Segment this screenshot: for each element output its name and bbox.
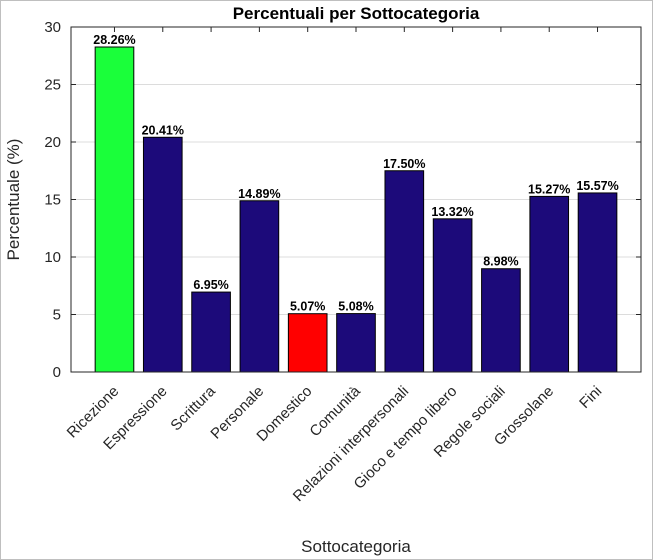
x-axis-label: Sottocategoria <box>301 537 411 556</box>
data-label: 15.57% <box>576 179 618 193</box>
bar-1 <box>142 136 183 373</box>
bar-2 <box>191 291 231 373</box>
y-tick-label: 30 <box>44 19 61 36</box>
data-label: 5.08% <box>338 300 373 314</box>
y-tick-label: 5 <box>53 307 61 324</box>
bar-7 <box>432 218 473 373</box>
data-label: 5.07% <box>290 300 325 314</box>
y-axis-label: Percentuale (%) <box>4 139 23 261</box>
bar-3 <box>239 200 280 373</box>
bar-8 <box>481 268 521 373</box>
chart-title: Percentuali per Sottocategoria <box>233 4 480 23</box>
bar-10 <box>577 192 618 373</box>
data-label: 15.27% <box>528 182 570 196</box>
bar-6 <box>384 170 425 373</box>
data-label: 13.32% <box>431 205 473 219</box>
y-ticks: 0 5 10 15 20 25 30 <box>44 19 641 381</box>
y-tick-label: 25 <box>44 77 61 94</box>
data-label: 20.41% <box>142 123 184 137</box>
data-label: 8.98% <box>483 255 518 269</box>
bar-0 <box>94 46 135 373</box>
bar-4 <box>287 313 328 373</box>
data-label: 14.89% <box>238 187 280 201</box>
data-labels: 28.26% 20.41% 6.95% 14.89% 5.07% 5.08% 17.50% 1… <box>93 33 618 314</box>
y-tick-label: 0 <box>53 364 61 381</box>
y-tick-label: 15 <box>44 192 61 209</box>
data-label: 17.50% <box>383 157 425 171</box>
bar-5 <box>336 313 376 373</box>
data-label: 6.95% <box>193 278 228 292</box>
data-label: 28.26% <box>93 33 135 47</box>
y-tick-label: 20 <box>44 134 61 151</box>
bar-9 <box>529 195 570 373</box>
y-tick-label: 10 <box>44 249 61 266</box>
